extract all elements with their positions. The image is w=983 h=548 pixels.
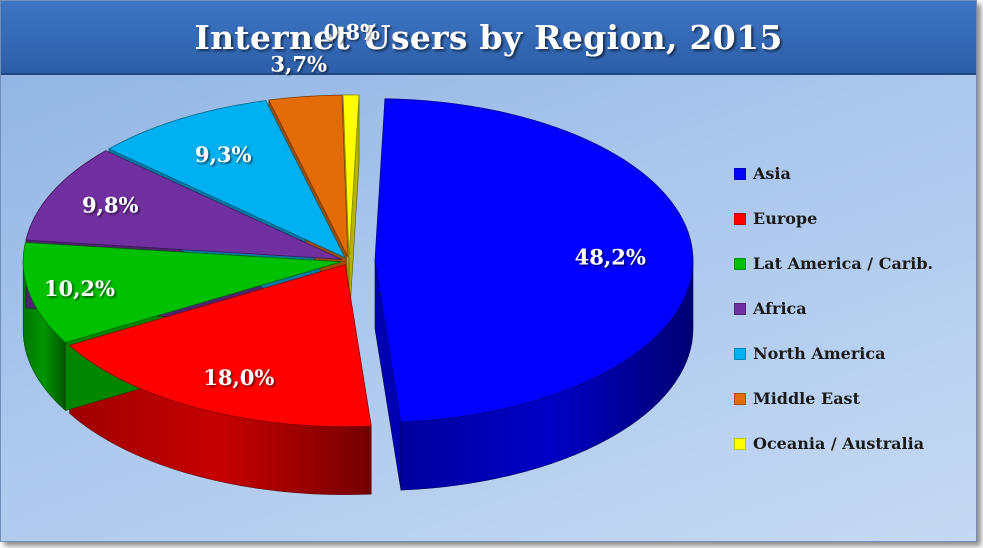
legend-swatch <box>734 167 746 180</box>
legend-item-north-america: North America <box>734 331 969 376</box>
pie-tops <box>22 94 694 428</box>
legend-label: Lat America / Carib. <box>753 254 934 273</box>
data-label-europe: 18,0% <box>203 365 274 390</box>
legend-swatch <box>734 437 746 450</box>
chart-title: Internet Users by Region, 2015 <box>194 17 783 57</box>
legend-label: Africa <box>753 299 807 318</box>
legend-item-africa: Africa <box>734 286 969 331</box>
slice-europe <box>68 264 372 428</box>
data-label-asia: 48,2% <box>575 245 646 270</box>
slice-africa <box>25 150 342 260</box>
slice-oceania-australia <box>342 94 360 257</box>
slice-asia <box>374 98 694 423</box>
legend-item-oceania-australia: Oceania / Australia <box>734 421 969 466</box>
legend-label: Europe <box>753 209 818 228</box>
legend-swatch <box>734 302 746 315</box>
title-bar: Internet Users by Region, 2015 <box>1 1 976 75</box>
legend-label: North America <box>753 344 886 363</box>
slice-north-america <box>108 100 346 259</box>
data-label-africa: 9,8% <box>82 193 139 218</box>
legend-swatch <box>734 392 746 405</box>
legend-label: Middle East <box>753 389 860 408</box>
legend-label: Asia <box>753 164 791 183</box>
data-label-north-america: 9,3% <box>195 142 252 167</box>
data-label-lat-america-carib: 10,2% <box>44 276 115 301</box>
slice-middle-east <box>268 94 349 258</box>
legend-swatch <box>734 347 746 360</box>
pie-chart: 48,2% 18,0% 10,2% 9,8% 9,3% 3,7% 0,8% <box>22 20 694 495</box>
legend-item-middle-east: Middle East <box>734 376 969 421</box>
legend-item-europe: Europe <box>734 196 969 241</box>
pie-labels: 48,2% 18,0% 10,2% 9,8% 9,3% 3,7% 0,8% <box>44 20 646 390</box>
data-label-middle-east: 3,7% <box>270 51 327 76</box>
data-label-oceania-australia: 0,8% <box>324 20 381 45</box>
legend-item-asia: Asia <box>734 151 969 196</box>
slice-lat-america-carib <box>22 242 342 343</box>
legend-item-lat-america-carib: Lat America / Carib. <box>734 241 969 286</box>
legend: Asia Europe Lat America / Carib. Africa Nort… <box>734 151 969 466</box>
legend-label: Oceania / Australia <box>753 434 925 453</box>
legend-swatch <box>734 212 746 225</box>
legend-swatch <box>734 257 746 270</box>
